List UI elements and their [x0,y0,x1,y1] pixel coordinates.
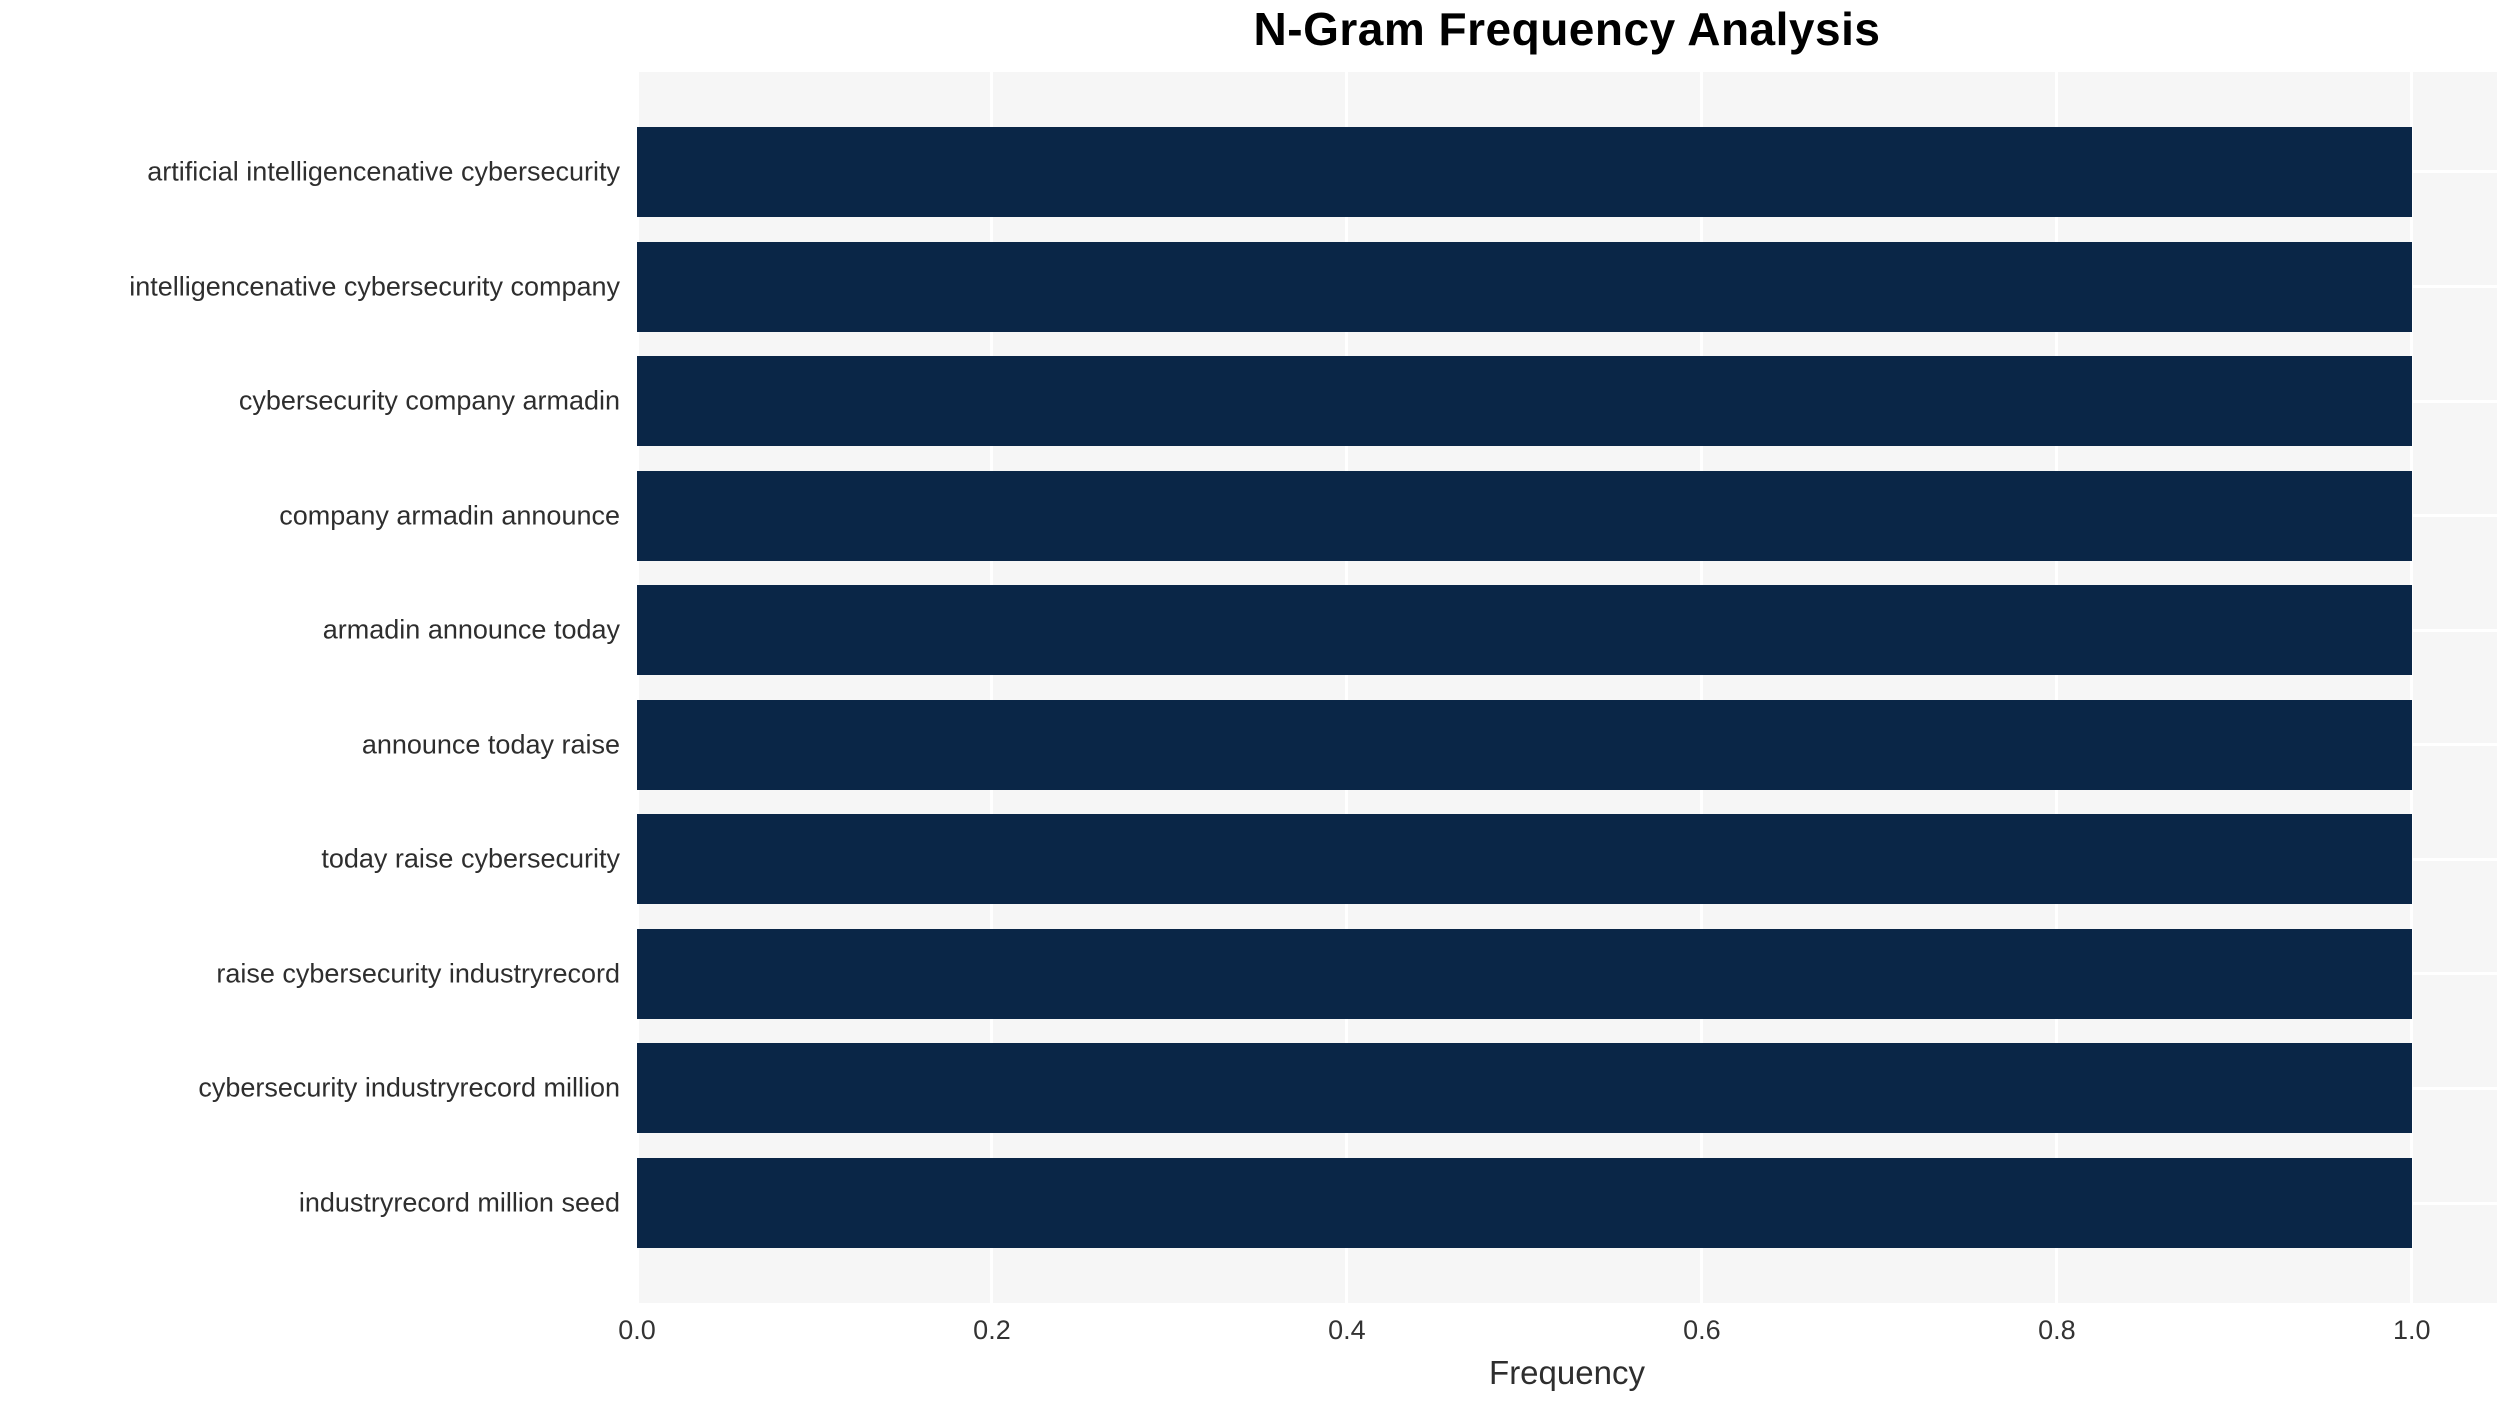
v-gridline [990,72,994,1303]
y-axis-label: artificial intelligencenative cybersecur… [147,156,620,187]
v-gridline [2055,72,2059,1303]
bar [637,814,2412,905]
y-axis-label: intelligencenative cybersecurity company [129,271,620,302]
y-axis-label: cybersecurity company armadin [238,385,620,416]
v-gridline [635,72,639,1303]
v-gridline [1345,72,1349,1303]
v-gridline [2410,72,2414,1303]
v-gridline [1700,72,1704,1303]
y-axis-label: raise cybersecurity industryrecord [216,958,620,989]
y-axis-label: today raise cybersecurity [321,843,620,874]
x-axis-title: Frequency [1489,1354,1645,1391]
bar [637,1043,2412,1134]
bar [637,928,2412,1019]
bar [637,356,2412,447]
y-axis-label: cybersecurity industryrecord million [198,1072,620,1103]
x-tick-label: 0.2 [973,1315,1011,1345]
x-tick-label: 0.8 [2038,1315,2076,1345]
x-tick-label: 1.0 [2393,1315,2431,1345]
y-axis-label: industryrecord million seed [298,1187,620,1218]
bar [637,699,2412,790]
bar [637,470,2412,561]
bar [637,241,2412,332]
bar [637,585,2412,676]
plot-area [635,72,2497,1303]
bar [637,126,2412,217]
y-axis-label: company armadin announce [279,500,620,531]
chart-title: N-Gram Frequency Analysis [1253,3,1881,55]
x-tick-label: 0.4 [1328,1315,1366,1345]
x-tick-label: 0.0 [618,1315,656,1345]
y-axis-label: announce today raise [361,729,620,760]
y-axis-label: armadin announce today [322,614,620,645]
x-tick-label: 0.6 [1683,1315,1721,1345]
bar [637,1158,2412,1249]
